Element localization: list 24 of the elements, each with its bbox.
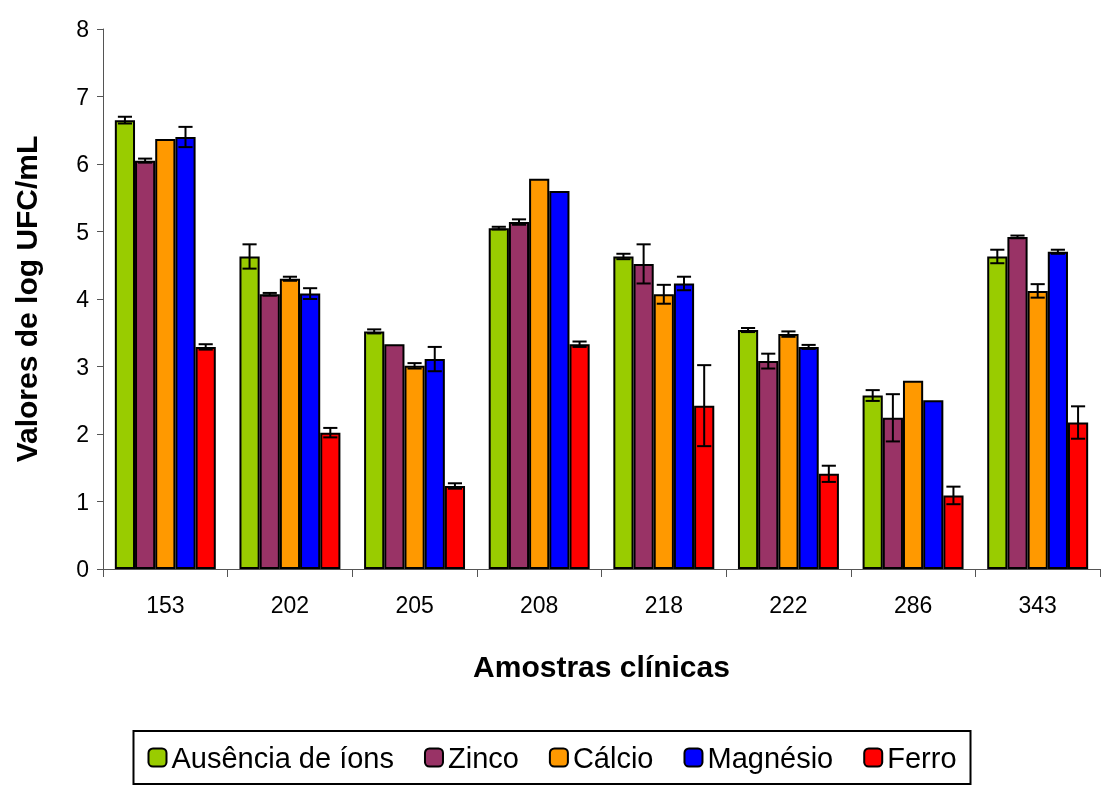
- x-tick-label: 222: [769, 591, 808, 618]
- x-tick-label: 205: [395, 591, 434, 618]
- legend-label: Ferro: [887, 741, 957, 774]
- x-tick-label: 286: [893, 591, 933, 618]
- x-tick-label: 202: [270, 591, 310, 618]
- legend-label: Cálcio: [572, 741, 654, 774]
- y-tick-label: 6: [76, 151, 89, 177]
- legend-label: Ausência de íons: [171, 741, 394, 774]
- y-axis-title: Valores de log UFC/mL: [9, 135, 43, 463]
- legend-label: Magnésio: [707, 741, 834, 774]
- y-tick-label: 1: [76, 488, 89, 515]
- y-tick-label: 8: [76, 16, 89, 42]
- y-tick-label: 5: [76, 218, 89, 245]
- x-tick-label: 208: [520, 591, 559, 618]
- x-axis-title: Amostras clínicas: [473, 649, 730, 683]
- x-tick-label: 218: [644, 591, 683, 618]
- y-tick-label: 7: [76, 83, 89, 110]
- y-tick-label: 2: [76, 421, 89, 447]
- legend-label: Zinco: [447, 741, 519, 774]
- y-tick-label: 0: [76, 556, 89, 582]
- x-tick-label: 343: [1018, 591, 1057, 618]
- y-tick-label: 3: [76, 353, 89, 380]
- x-tick-label: 153: [146, 591, 185, 618]
- y-tick-label: 4: [76, 286, 90, 312]
